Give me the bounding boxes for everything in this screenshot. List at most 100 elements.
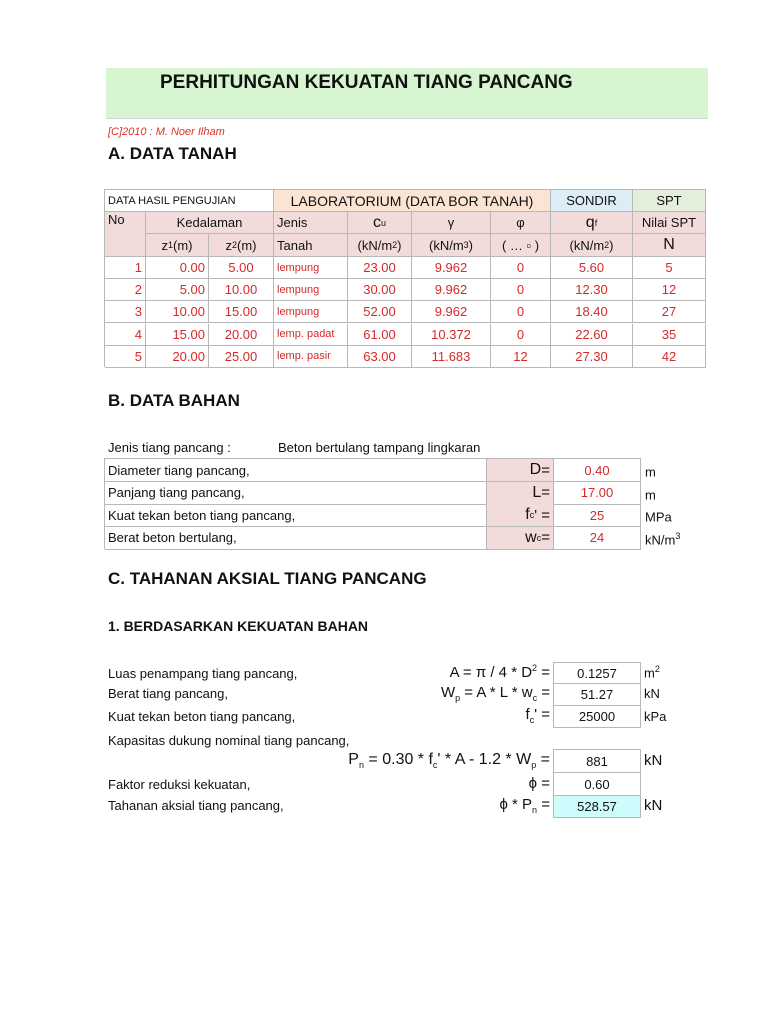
cell-gamma: 10.372 [412, 323, 491, 346]
material-unit: m [645, 486, 656, 502]
material-data-table: Diameter tiang pancang, D = 0.40 m Panjang t… [104, 458, 680, 550]
cell-cu: 61.00 [348, 323, 412, 346]
header-phi: φ [491, 212, 551, 234]
material-symbol: D = [487, 459, 554, 482]
tahanan-label: Tahanan aksial tiang pancang, [108, 798, 284, 813]
cell-z1: 5.00 [146, 279, 209, 302]
header-jenis: Jenis [274, 212, 348, 234]
cell-n: 5 [633, 257, 706, 279]
luas-unit: m2 [644, 664, 660, 681]
cell-phi: 12 [491, 345, 551, 368]
cell-qf: 12.30 [551, 279, 633, 302]
cell-n: 12 [633, 279, 706, 302]
cell-z1: 20.00 [146, 345, 209, 368]
section-a-heading: A. DATA TANAH [108, 144, 237, 163]
header-tanah: Tanah [274, 234, 348, 257]
header-data-hasil: DATA HASIL PENGUJIAN [105, 190, 274, 212]
cell-qf: 27.30 [551, 345, 633, 368]
header-cu-unit: (kN/m 2) [348, 234, 412, 257]
kapasitas-label: Kapasitas dukung nominal tiang pancang, [108, 733, 350, 748]
tahanan-unit: kN [644, 797, 663, 814]
material-label: Panjang tiang pancang, [105, 481, 487, 505]
kuat-value: 25000 [554, 706, 641, 728]
cell-no: 5 [105, 345, 146, 368]
berat-formula: Wp = A * L * wc = [440, 684, 550, 703]
cell-z2: 20.00 [209, 323, 274, 346]
cell-z2: 10.00 [209, 279, 274, 302]
subsection-heading: 1. BERDASARKAN KEKUATAN BAHAN [108, 618, 369, 634]
cell-n: 42 [633, 345, 706, 368]
cell-gamma: 9.962 [412, 301, 491, 324]
material-unit: MPa [645, 509, 672, 525]
copyright: [C]2010 : M. Noer Ilham [108, 126, 225, 138]
cell-z2: 25.00 [209, 345, 274, 368]
pile-type-value: Beton bertulang tampang lingkaran [278, 440, 481, 455]
tahanan-formula: ϕ * Pn = [499, 796, 550, 815]
luas-formula: A = π / 4 * D2 = [449, 663, 550, 681]
cell-z1: 0.00 [146, 257, 209, 279]
luas-label: Luas penampang tiang pancang, [108, 666, 298, 681]
cell-gamma: 11.683 [412, 345, 491, 368]
cell-qf: 18.40 [551, 301, 633, 324]
header-qf-unit: (kN/m 2) [551, 234, 633, 257]
material-label: Berat beton bertulang, [105, 526, 487, 550]
cell-jenis: lemp. pasir [274, 345, 348, 368]
material-symbol: f c ' = [487, 504, 554, 527]
title-band [106, 68, 708, 119]
pile-type-label: Jenis tiang pancang : [108, 440, 231, 455]
header-phi-unit: ( … ▫ ) [491, 234, 551, 257]
cell-n: 35 [633, 323, 706, 346]
cell-z1: 15.00 [146, 323, 209, 346]
material-value: 24 [554, 526, 641, 550]
soil-data-table: DATA HASIL PENGUJIAN LABORATORIUM (DATA B… [104, 189, 706, 368]
cell-cu: 23.00 [348, 257, 412, 279]
material-value: 25 [554, 504, 641, 527]
cell-jenis: lempung [274, 301, 348, 324]
tahanan-value: 528.57 [554, 796, 641, 818]
section-b-heading: B. DATA BAHAN [108, 391, 240, 410]
material-unit: m [645, 464, 656, 480]
berat-value: 51.27 [554, 684, 641, 706]
result-box-1: 0.1257 51.27 25000 [553, 662, 641, 728]
cell-jenis: lempung [274, 257, 348, 279]
berat-unit: kN [644, 686, 660, 701]
cell-cu: 63.00 [348, 345, 412, 368]
luas-value: 0.1257 [554, 663, 641, 684]
material-symbol: L = [487, 481, 554, 505]
cell-jenis: lemp. padat [274, 323, 348, 346]
cell-no: 3 [105, 301, 146, 324]
material-label: Kuat tekan beton tiang pancang, [105, 504, 487, 527]
pn-value: 881 [554, 750, 641, 773]
header-kedalaman: Kedalaman [146, 212, 274, 234]
material-unit: kN/m3 [645, 530, 681, 547]
pn-unit: kN [644, 752, 663, 769]
header-no: No [105, 212, 146, 257]
cell-n: 27 [633, 301, 706, 324]
phi-formula: ϕ = [528, 775, 550, 792]
header-laboratorium: LABORATORIUM (DATA BOR TANAH) [274, 190, 551, 212]
cell-z2: 5.00 [209, 257, 274, 279]
pn-formula: Pn = 0.30 * fc' * A - 1.2 * Wp = [348, 751, 550, 771]
cell-no: 2 [105, 279, 146, 302]
cell-no: 1 [105, 257, 146, 279]
cell-qf: 5.60 [551, 257, 633, 279]
phi-label: Faktor reduksi kekuatan, [108, 777, 251, 792]
cell-qf: 22.60 [551, 323, 633, 346]
cell-z1: 10.00 [146, 301, 209, 324]
material-label: Diameter tiang pancang, [105, 459, 487, 482]
phi-value: 0.60 [554, 773, 641, 796]
cell-no: 4 [105, 323, 146, 346]
berat-label: Berat tiang pancang, [108, 686, 228, 701]
cell-phi: 0 [491, 301, 551, 324]
cell-gamma: 9.962 [412, 279, 491, 302]
cell-z2: 15.00 [209, 301, 274, 324]
cell-cu: 30.00 [348, 279, 412, 302]
cell-phi: 0 [491, 257, 551, 279]
kuat-label: Kuat tekan beton tiang pancang, [108, 709, 296, 724]
material-value: 0.40 [554, 459, 641, 482]
